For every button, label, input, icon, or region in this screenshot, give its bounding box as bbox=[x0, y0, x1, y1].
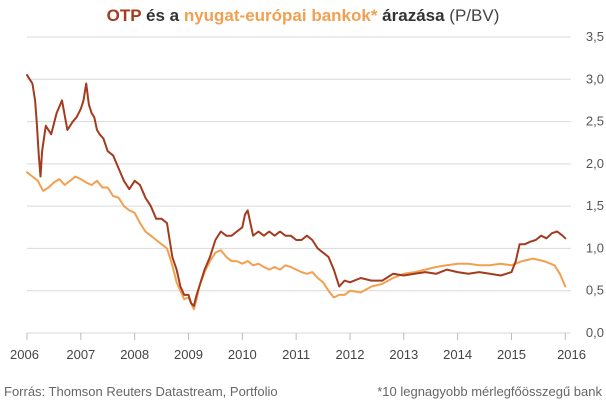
y-tick-label: 2,0 bbox=[586, 156, 604, 171]
series-lines bbox=[26, 74, 567, 311]
x-tick-label: 2006 bbox=[10, 347, 39, 362]
x-tick-label: 2013 bbox=[389, 347, 418, 362]
y-axis-ticks: 0,0 0,5 1,0 1,5 2,0 2,5 3,0 3,5 bbox=[586, 29, 604, 340]
chart-title: OTP és a nyugat-európai bankok* árazása … bbox=[107, 6, 500, 25]
source-note: Forrás: Thomson Reuters Datastream, Port… bbox=[4, 384, 278, 399]
gridlines bbox=[27, 36, 571, 334]
title-part-otp: OTP bbox=[107, 6, 142, 25]
title-part-west: nyugat-európai bankok* bbox=[184, 6, 378, 25]
title-part-plain: és a bbox=[141, 6, 184, 25]
y-tick-label: 1,0 bbox=[586, 240, 604, 255]
x-tick-label: 2015 bbox=[497, 347, 526, 362]
series-line-otp bbox=[26, 74, 567, 307]
x-axis-ticks: 2006 2007 2008 2009 2010 2011 2012 2013 2014 2015… bbox=[10, 333, 586, 362]
y-tick-label: 2,5 bbox=[586, 114, 604, 129]
x-tick-label: 2007 bbox=[66, 347, 95, 362]
x-tick-label: 2010 bbox=[228, 347, 257, 362]
title-part-light: (P/BV) bbox=[445, 6, 500, 25]
y-tick-label: 0,0 bbox=[586, 325, 604, 340]
x-tick-label: 2012 bbox=[336, 347, 365, 362]
series-line-west-european-banks bbox=[26, 171, 567, 311]
y-tick-label: 3,0 bbox=[586, 71, 604, 86]
title-part-plain: árazása bbox=[377, 6, 445, 25]
footnote: *10 legnagyobb mérlegfőösszegű bank bbox=[377, 384, 602, 399]
y-tick-label: 1,5 bbox=[586, 198, 604, 213]
x-tick-label: 2016 bbox=[557, 347, 586, 362]
x-tick-label: 2011 bbox=[282, 347, 310, 362]
y-tick-label: 3,5 bbox=[586, 29, 604, 44]
y-tick-label: 0,5 bbox=[586, 283, 604, 298]
x-tick-label: 2009 bbox=[174, 347, 203, 362]
x-tick-label: 2008 bbox=[120, 347, 149, 362]
x-tick-label: 2014 bbox=[443, 347, 472, 362]
